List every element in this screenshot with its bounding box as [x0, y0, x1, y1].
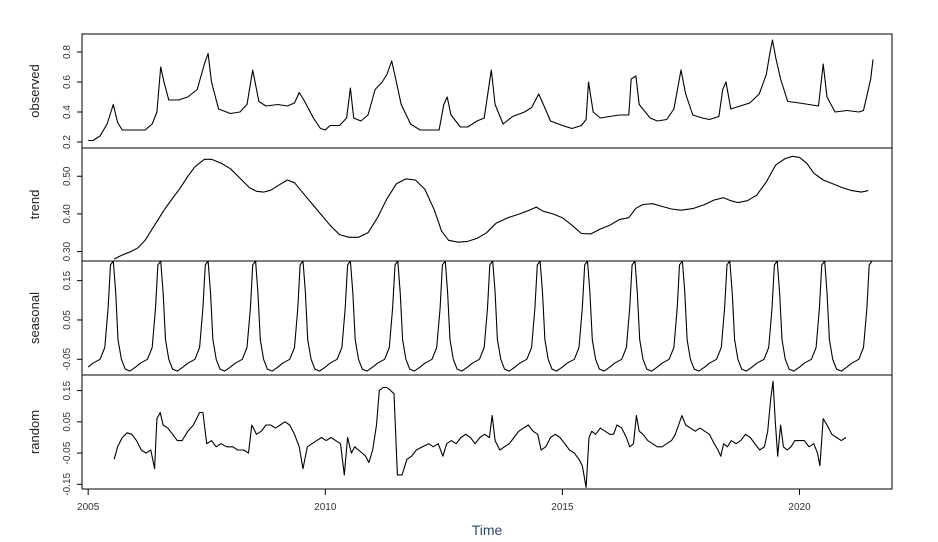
trend-y-tick-label: 0.50: [62, 166, 73, 186]
x-axis: 2005 2010 2015 2020: [77, 489, 811, 513]
x-tick-label: 2010: [314, 502, 337, 513]
trend-y-tick-label: 0.40: [62, 204, 73, 224]
observed-y-tick-label: 0.2: [62, 135, 73, 149]
x-tick-label: 2015: [551, 502, 574, 513]
panel-observed: 0.2 0.4 0.6 0.8 observed: [27, 33, 893, 149]
random-y-tick-label: -0.15: [62, 472, 73, 495]
seasonal-y-tick-label: 0.05: [62, 310, 73, 330]
observed-y-tick-label: 0.8: [62, 45, 73, 59]
observed-series-line: [88, 39, 874, 142]
random-series-line: [113, 380, 847, 488]
panel-trend: 0.30 0.40 0.50 trend: [27, 147, 893, 262]
panel-seasonal: -0.05 0.05 0.15 seasonal: [27, 260, 893, 376]
trend-y-tick-label: 0.30: [62, 241, 73, 261]
seasonal-y-tick-label: 0.15: [62, 270, 73, 290]
seasonal-series-line: [87, 260, 873, 372]
random-panel-frame: [81, 374, 893, 490]
trend-y-axis-title: trend: [27, 190, 42, 220]
random-y-tick-label: 0.05: [62, 412, 73, 432]
x-tick-label: 2020: [788, 502, 811, 513]
observed-y-axis-title: observed: [27, 64, 42, 117]
panels: 0.2 0.4 0.6 0.8 observed 0.30 0.40 0.50 trend -0.…: [27, 33, 893, 496]
random-y-axis-title: random: [27, 410, 42, 454]
seasonal-y-axis-title: seasonal: [27, 292, 42, 344]
trend-panel-frame: [81, 147, 893, 262]
random-y-tick-label: 0.15: [62, 380, 73, 400]
seasonal-y-tick-label: -0.05: [62, 347, 73, 370]
observed-y-tick-label: 0.6: [62, 75, 73, 89]
panel-random: -0.15 -0.05 0.05 0.15 random: [27, 374, 893, 496]
random-y-tick-label: -0.05: [62, 441, 73, 464]
trend-series-line: [113, 155, 869, 260]
observed-y-tick-label: 0.4: [62, 105, 73, 119]
x-tick-label: 2005: [77, 502, 100, 513]
x-axis-title: Time: [472, 522, 503, 538]
